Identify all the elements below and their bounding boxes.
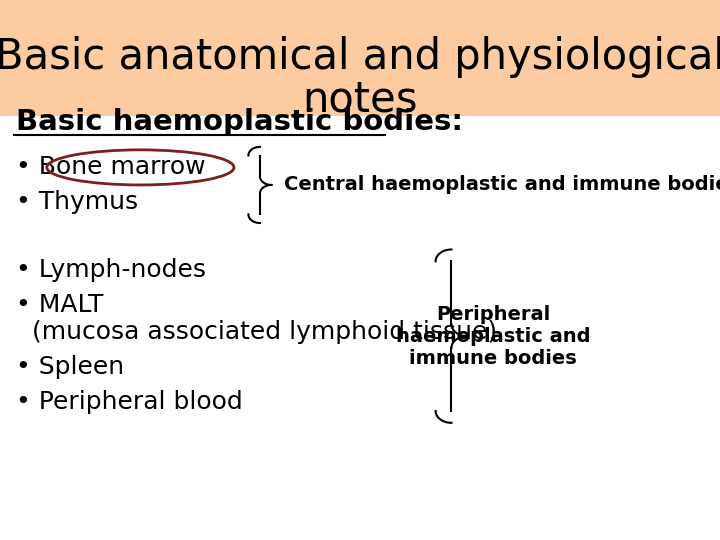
Text: • Peripheral blood: • Peripheral blood bbox=[16, 390, 243, 414]
Text: Peripheral
haemoplastic and
immune bodies: Peripheral haemoplastic and immune bodie… bbox=[396, 305, 590, 368]
Bar bbox=[0, 0, 720, 116]
Text: • Spleen: • Spleen bbox=[16, 355, 124, 379]
Text: • Bone marrow: • Bone marrow bbox=[16, 156, 205, 179]
Text: • MALT: • MALT bbox=[16, 293, 103, 317]
Text: Basic haemoplastic bodies:: Basic haemoplastic bodies: bbox=[16, 107, 463, 136]
Text: • Lymph-nodes: • Lymph-nodes bbox=[16, 258, 206, 282]
Text: Basic anatomical and physiological: Basic anatomical and physiological bbox=[0, 36, 720, 78]
Text: (mucosa associated lymphoid tissue): (mucosa associated lymphoid tissue) bbox=[16, 320, 497, 344]
Text: Central haemoplastic and immune bodies: Central haemoplastic and immune bodies bbox=[284, 176, 720, 194]
Text: • Thymus: • Thymus bbox=[16, 191, 138, 214]
Text: notes: notes bbox=[302, 79, 418, 121]
